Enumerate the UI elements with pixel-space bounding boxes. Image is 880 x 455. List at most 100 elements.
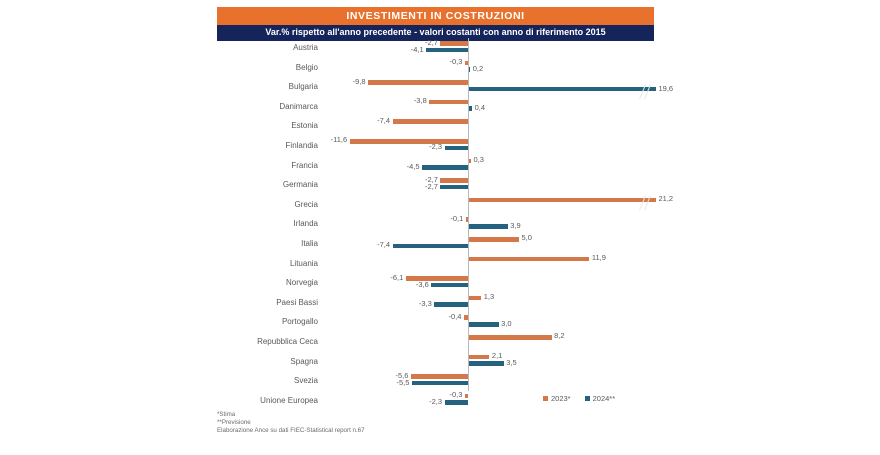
category-label: Unione Europea bbox=[260, 395, 318, 405]
value-label: -3,8 bbox=[413, 96, 427, 106]
bar-2023 bbox=[368, 80, 468, 85]
row-bars: 2,1 3,5 bbox=[325, 352, 673, 372]
value-label: 2,1 bbox=[491, 351, 503, 360]
legend-label-2024: 2024** bbox=[592, 394, 616, 403]
chart-row: Bulgaria -9,8 19,6 bbox=[0, 77, 880, 100]
value-label: -4,1 bbox=[410, 44, 424, 54]
category-label: Bulgaria bbox=[288, 82, 318, 92]
value-label: 8,2 bbox=[554, 331, 565, 341]
value-label: 0,2 bbox=[472, 64, 484, 74]
value-label: -0,4 bbox=[448, 311, 462, 321]
value-label: 11,9 bbox=[591, 253, 606, 263]
row-bars: -2,7 -4,1 bbox=[325, 38, 673, 58]
bar-2023 bbox=[468, 256, 590, 262]
category-label: Svezia bbox=[293, 376, 318, 386]
bar-2023 bbox=[429, 99, 468, 105]
bar-2024 bbox=[411, 380, 468, 386]
bar-2024 bbox=[468, 86, 656, 92]
value-label: 21,2 bbox=[658, 194, 674, 204]
value-label: 3,9 bbox=[510, 220, 521, 230]
zero-axis-line bbox=[468, 38, 469, 391]
bar-2024 bbox=[444, 400, 468, 405]
legend-item-2023: 2023* bbox=[543, 394, 571, 403]
row-bars: -0,3 -2,3 bbox=[325, 391, 673, 411]
chart-row: Svezia -5,6 -5,5 bbox=[0, 371, 880, 391]
chart-row: Germania -2,7 -2,7 bbox=[0, 175, 880, 195]
value-label: -5,5 bbox=[396, 377, 410, 387]
bar-2023 bbox=[468, 236, 519, 242]
bar-2023 bbox=[465, 217, 468, 222]
chart-row: Estonia -7,4 bbox=[0, 116, 880, 136]
bar-2024 bbox=[468, 361, 504, 366]
row-bars: 21,2 bbox=[325, 195, 673, 215]
footnote-previsione: **Previsione bbox=[217, 419, 251, 427]
chart-plot-area: Austria -2,7 -4,1 Belgio -0,3 0,2 Bulgaria -9,8… bbox=[0, 38, 880, 406]
bar-2024 bbox=[431, 282, 468, 288]
category-label: Portogallo bbox=[281, 317, 318, 327]
chart-footnotes: *Stima **Previsione Elaborazione Ance su… bbox=[217, 411, 365, 436]
value-label: -4,5 bbox=[406, 162, 420, 172]
category-label: Estonia bbox=[291, 121, 318, 131]
value-label: -2,7 bbox=[425, 37, 438, 47]
chart-row: Norvegia -6,1 -3,6 bbox=[0, 273, 880, 293]
bar-2023 bbox=[468, 197, 656, 203]
row-bars: -9,8 19,6 bbox=[325, 77, 673, 100]
bar-2024 bbox=[434, 302, 468, 307]
footnote-stima: *Stima bbox=[217, 411, 236, 418]
bar-2023 bbox=[463, 315, 468, 320]
row-bars: 5,0 -7,4 bbox=[325, 234, 673, 254]
chart-header: INVESTIMENTI IN COSTRUZIONI Var.% rispet… bbox=[217, 7, 654, 41]
chart-legend: 2023* 2024** bbox=[543, 394, 615, 403]
bar-2024 bbox=[422, 165, 468, 170]
row-bars: 8,2 bbox=[325, 332, 673, 352]
category-label: Paesi Bassi bbox=[276, 297, 318, 307]
category-label: Danimarca bbox=[279, 101, 318, 111]
value-label: 5,0 bbox=[521, 233, 532, 243]
value-label: -2,7 bbox=[425, 174, 438, 184]
bar-2023 bbox=[405, 276, 468, 281]
value-label: -7,4 bbox=[377, 115, 391, 125]
category-label: Grecia bbox=[294, 199, 318, 209]
bar-2023 bbox=[468, 158, 472, 164]
bar-2024 bbox=[444, 145, 468, 151]
value-label: -5,6 bbox=[395, 370, 409, 380]
chart-row: Paesi Bassi 1,3 -3,3 bbox=[0, 293, 880, 313]
bar-2023 bbox=[464, 393, 468, 399]
value-label: -11,6 bbox=[330, 135, 348, 145]
chart-title: INVESTIMENTI IN COSTRUZIONI bbox=[217, 7, 654, 25]
chart-row: Portogallo -0,4 3,0 bbox=[0, 312, 880, 332]
bar-2023 bbox=[440, 178, 468, 183]
category-label: Norvegia bbox=[285, 278, 318, 288]
row-bars: -6,1 -3,6 bbox=[325, 273, 673, 293]
chart-row: Repubblica Ceca 8,2 bbox=[0, 332, 880, 352]
value-label: -3,6 bbox=[415, 279, 429, 289]
category-label: Austria bbox=[293, 43, 318, 52]
bar-2023 bbox=[468, 295, 482, 301]
chart-subtitle: Var.% rispetto all'anno precedente - val… bbox=[217, 25, 654, 41]
value-label: -0,3 bbox=[449, 57, 463, 67]
row-bars: -3,8 0,4 bbox=[325, 97, 673, 117]
row-bars: -0,4 3,0 bbox=[325, 312, 673, 332]
chart-row: Spagna 2,1 3,5 bbox=[0, 352, 880, 372]
bar-2024 bbox=[392, 243, 468, 249]
row-bars: 0,3 -4,5 bbox=[325, 156, 673, 176]
value-label: 0,4 bbox=[474, 103, 486, 113]
value-label: -0,1 bbox=[450, 213, 464, 223]
value-label: -3,3 bbox=[418, 299, 432, 309]
row-bars: 1,3 -3,3 bbox=[325, 293, 673, 313]
value-label: 1,3 bbox=[483, 292, 495, 302]
value-label: -6,1 bbox=[390, 272, 404, 282]
category-label: Lituania bbox=[289, 258, 318, 268]
category-label: Germania bbox=[282, 180, 318, 190]
legend-item-2024: 2024** bbox=[584, 394, 616, 403]
chart-row: Italia 5,0 -7,4 bbox=[0, 234, 880, 254]
row-bars: -0,3 0,2 bbox=[325, 58, 673, 78]
row-bars: -5,6 -5,5 bbox=[325, 371, 673, 391]
bar-2023 bbox=[468, 334, 552, 340]
category-label: Repubblica Ceca bbox=[257, 336, 318, 346]
value-label: -7,4 bbox=[377, 240, 391, 250]
bar-2023 bbox=[349, 138, 468, 144]
value-label: 0,3 bbox=[473, 155, 484, 165]
value-label: -2,7 bbox=[425, 181, 438, 191]
row-bars: -11,6 -2,3 bbox=[325, 136, 673, 156]
